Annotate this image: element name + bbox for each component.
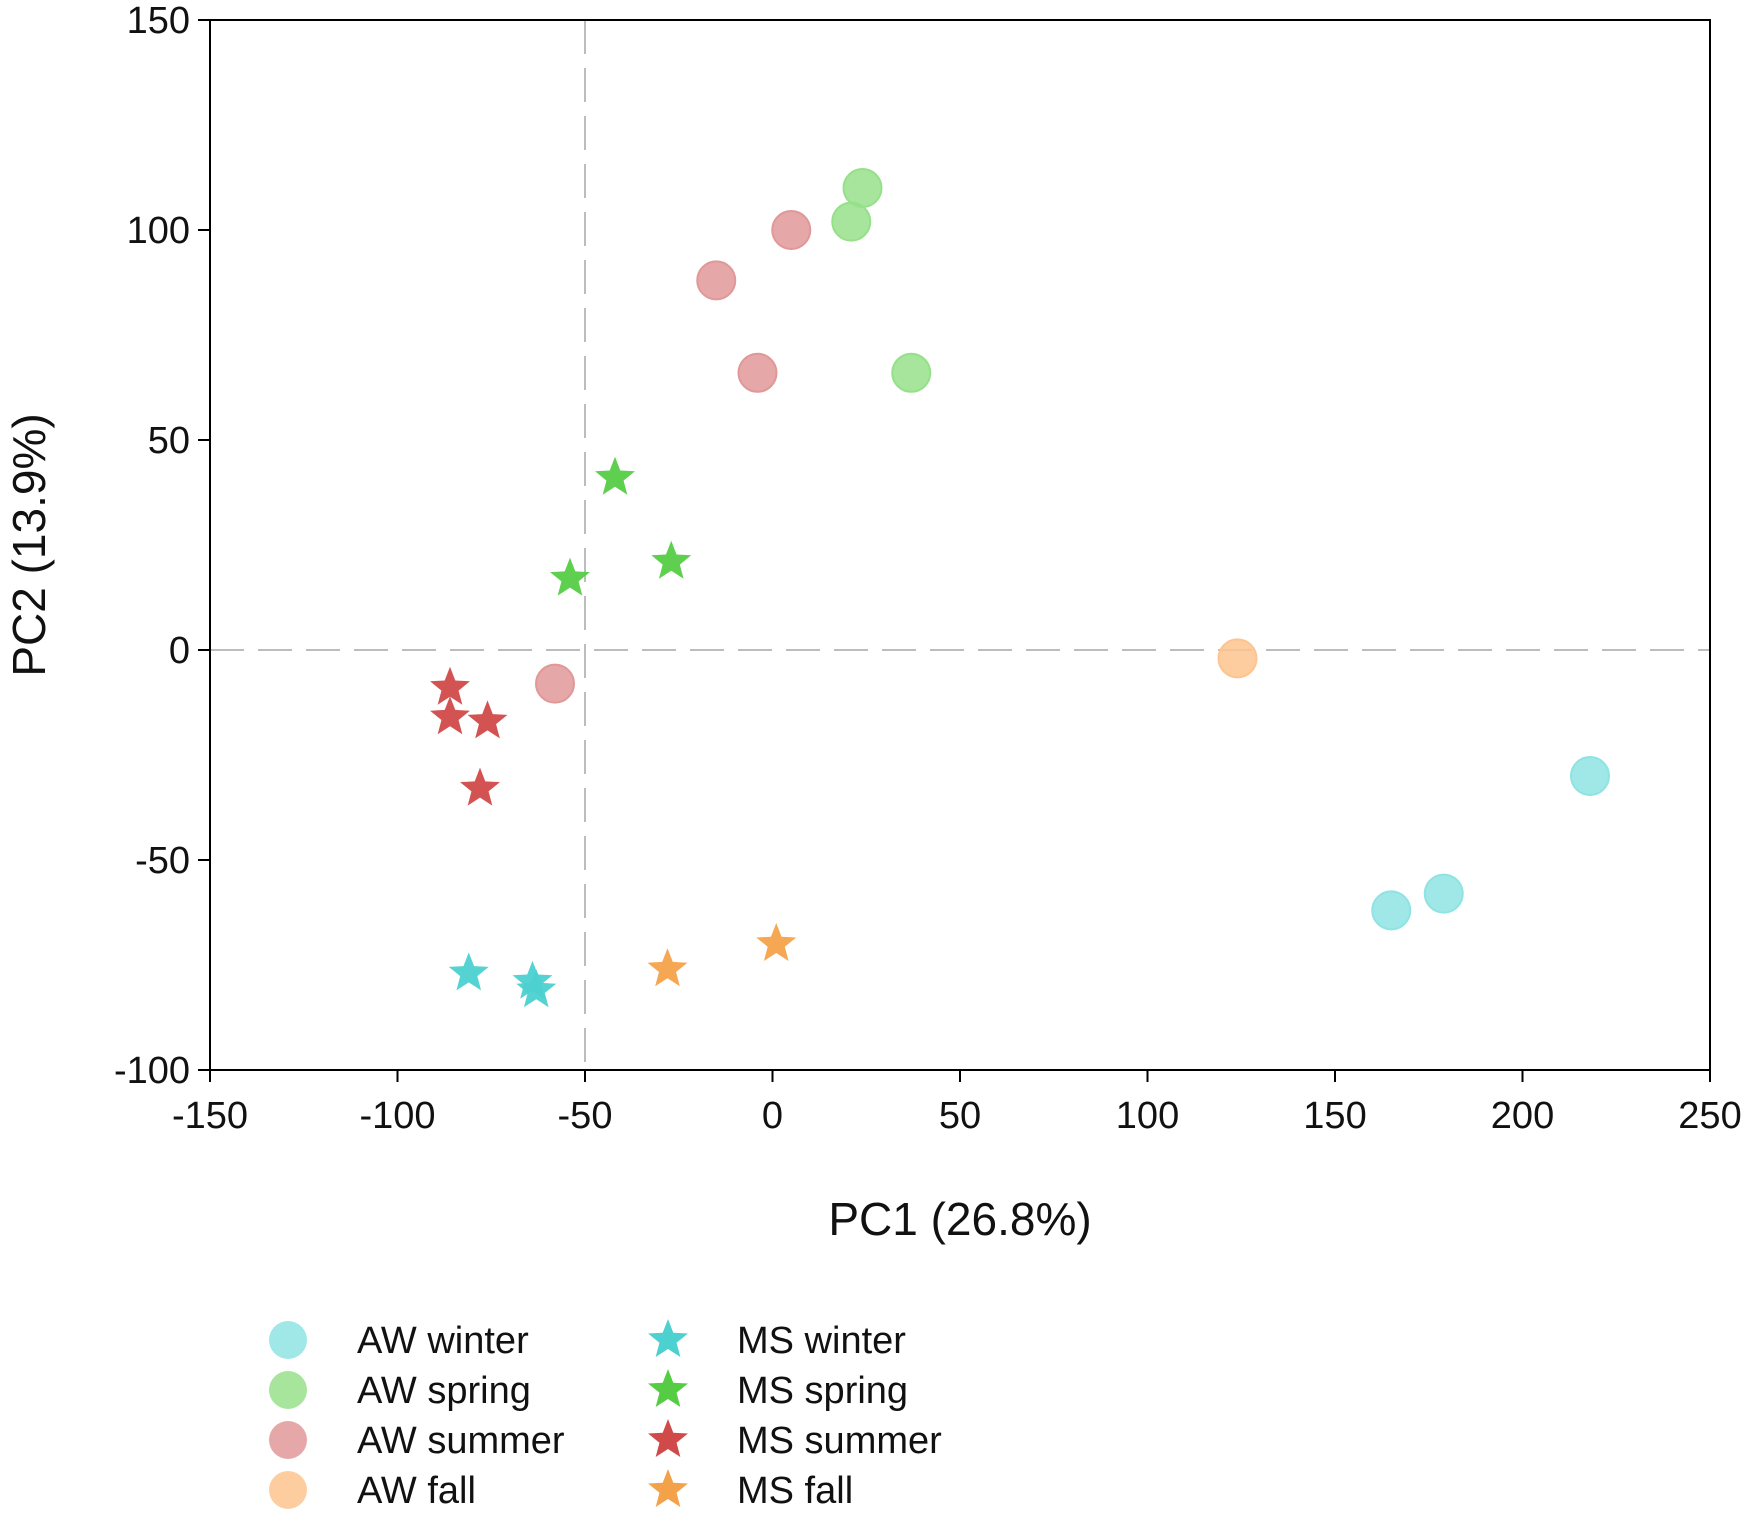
legend-marker [648,1469,688,1507]
point-aw-spring [831,201,872,242]
point-aw-summer [737,352,778,393]
reference-lines [210,20,1710,1070]
data-points [430,168,1610,1008]
x-tick-label: -100 [359,1095,435,1137]
legend-marker [269,1471,307,1509]
point-ms-summer [430,696,470,735]
plot-frame [209,19,1711,1071]
x-axis-ticks: -150 -100 -50 0 50 100 150 200 250 [172,1070,1742,1137]
x-tick-label: -150 [172,1095,248,1137]
point-ms-winter [516,969,557,1008]
point-aw-summer [535,663,575,704]
legend-label: MS winter [737,1320,906,1362]
point-ms-summer [430,666,470,705]
point-aw-winter [1371,890,1412,931]
legend-marker [269,1321,307,1359]
x-tick-label: 100 [1116,1095,1179,1137]
point-ms-fall [756,923,797,961]
x-tick-label: 200 [1491,1095,1554,1137]
legend-label: AW fall [357,1470,476,1512]
x-tick-label: 50 [939,1095,981,1137]
y-tick-label: -50 [135,840,190,882]
legend-label: MS summer [737,1420,942,1462]
legend-marker [648,1419,688,1457]
point-ms-fall [647,948,688,987]
point-ms-spring [595,456,635,495]
point-ms-summer [460,767,500,806]
y-tick-label: 0 [169,630,190,672]
y-tick-label: 150 [127,0,190,42]
point-aw-spring [891,352,932,393]
y-tick-label: -100 [114,1050,190,1092]
legend-label: AW summer [357,1420,565,1462]
legend-label: MS fall [737,1470,853,1512]
point-ms-spring [651,540,692,579]
legend-label: MS spring [737,1370,908,1412]
legend-item-ms-spring: MS spring [648,1369,908,1412]
legend-marker [269,1371,307,1409]
point-aw-summer [771,210,812,250]
legend-item-aw-fall: AW fall [269,1470,476,1512]
y-axis-title: PC2 (13.9%) [3,413,55,676]
legend-marker [648,1369,688,1407]
point-ms-winter [448,952,489,991]
legend: AW winter AW spring AW summer AW fall MS win… [269,1319,942,1512]
x-axis-title: PC1 (26.8%) [828,1193,1091,1245]
point-ms-spring [550,557,590,596]
y-tick-label: 100 [127,210,190,252]
legend-item-aw-spring: AW spring [269,1370,531,1412]
legend-item-ms-summer: MS summer [648,1419,942,1462]
legend-item-aw-summer: AW summer [269,1420,565,1462]
point-aw-winter [1423,873,1464,914]
legend-label: AW spring [357,1370,531,1412]
legend-marker [648,1319,688,1357]
y-axis-ticks: -100 -50 0 50 100 150 [114,0,210,1092]
legend-item-ms-fall: MS fall [648,1469,853,1512]
y-tick-label: 50 [148,420,190,462]
x-tick-label: -50 [558,1095,613,1137]
point-ms-summer [467,700,508,739]
legend-marker [269,1421,307,1459]
point-aw-spring [842,168,883,208]
legend-item-aw-winter: AW winter [269,1320,529,1362]
legend-item-ms-winter: MS winter [648,1319,906,1362]
point-aw-summer [696,260,737,301]
x-tick-label: 0 [762,1095,783,1137]
point-aw-fall [1217,638,1258,679]
x-tick-label: 250 [1678,1095,1741,1137]
legend-label: AW winter [357,1320,529,1362]
point-aw-winter [1570,756,1610,796]
x-tick-label: 150 [1303,1095,1366,1137]
